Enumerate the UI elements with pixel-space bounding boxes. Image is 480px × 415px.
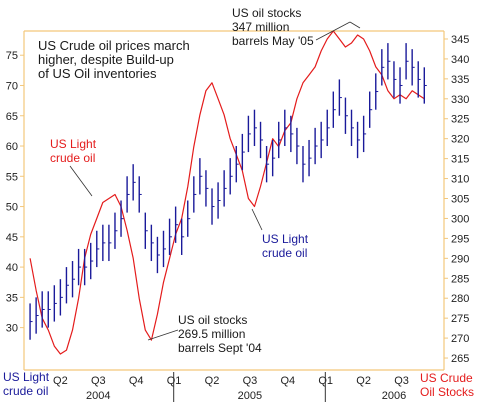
right-tick-label: 285: [451, 273, 469, 285]
annotation-stocks-may-2: 347 million: [232, 20, 289, 34]
annotation-stocks-sept-3: barrels Sept '04: [178, 341, 262, 355]
x-year-label: 2004: [86, 390, 110, 402]
left-tick-label: 45: [6, 232, 18, 244]
right-tick-label: 290: [451, 253, 469, 265]
left-axis-label-2: crude oil: [3, 384, 48, 398]
x-quarter-label: Q3: [91, 375, 106, 387]
annotation-stocks-may-1: US oil stocks: [232, 6, 301, 20]
x-year-label: 2006: [382, 390, 406, 402]
x-year-label: 2005: [238, 390, 262, 402]
x-axis-ticks: Q2Q3Q4Q1Q2Q3Q4Q1Q2Q3200420052006: [53, 372, 409, 402]
right-tick-label: 335: [451, 74, 469, 86]
x-quarter-label: Q2: [356, 375, 371, 387]
left-tick-label: 65: [6, 111, 18, 123]
right-tick-label: 315: [451, 154, 469, 166]
left-tick-label: 50: [6, 202, 18, 214]
axes: [23, 30, 445, 371]
right-tick-label: 320: [451, 134, 469, 146]
right-tick-label: 295: [451, 233, 469, 245]
annotation-light-red-2: crude oil: [50, 151, 95, 165]
left-tick-label: 55: [6, 171, 18, 183]
right-tick-label: 340: [451, 54, 469, 66]
right-tick-label: 345: [451, 34, 469, 46]
series-layer: [29, 30, 427, 355]
annotation-light-red-leader: [69, 165, 93, 197]
right-tick-label: 305: [451, 194, 469, 206]
chart-title-line-3: of US Oil inventories: [38, 66, 157, 81]
right-tick-label: 300: [451, 213, 469, 225]
annotation-light-blue-leader: [251, 208, 263, 231]
annotation-stocks-may-leader-2: [349, 21, 361, 29]
chart-title-line-1: US Crude oil prices march: [38, 38, 190, 53]
right-axis-label-2: Oil Stocks: [420, 385, 474, 399]
left-axis-ticks: 30 35 40 45 50 55 60 65 70 75: [6, 50, 24, 335]
left-tick-label: 35: [6, 292, 18, 304]
annotation-light-blue-1: US Light: [262, 232, 309, 246]
annotation-stocks-sept-1: US oil stocks: [178, 313, 247, 327]
right-tick-label: 325: [451, 114, 469, 126]
x-quarter-label: Q2: [205, 375, 220, 387]
x-quarter-label: Q4: [129, 375, 144, 387]
right-tick-label: 270: [451, 333, 469, 345]
x-quarter-label: Q4: [280, 375, 295, 387]
annotation-stocks-sept-leader: [147, 329, 179, 341]
crude-stocks-line: [29, 30, 425, 355]
annotation-light-blue-2: crude oil: [262, 246, 307, 260]
right-tick-label: 280: [451, 293, 469, 305]
left-tick-label: 40: [6, 262, 18, 274]
left-tick-label: 70: [6, 80, 18, 92]
x-quarter-label: Q3: [394, 375, 409, 387]
right-axis-ticks: 265 270 275 280 285 290 295 300 305 310 315 320 325 3…: [444, 34, 469, 365]
annotation-stocks-may-3: barrels May '05: [232, 34, 314, 48]
left-tick-label: 75: [6, 50, 18, 62]
right-tick-label: 275: [451, 313, 469, 325]
x-quarter-label: Q2: [53, 375, 68, 387]
left-axis-label-1: US Light: [3, 370, 50, 384]
right-tick-label: 265: [451, 353, 469, 365]
chart-title-line-2: higher, despite Build-up: [38, 52, 174, 67]
annotation-stocks-may-leader-1: [315, 21, 351, 41]
right-axis-label-1: US Crude: [420, 371, 473, 385]
left-tick-label: 60: [6, 141, 18, 153]
right-tick-label: 310: [451, 174, 469, 186]
annotation-light-red-1: US Light: [50, 137, 97, 151]
right-tick-label: 330: [451, 94, 469, 106]
x-quarter-label: Q3: [243, 375, 258, 387]
annotation-stocks-sept-2: 269.5 million: [178, 327, 245, 341]
left-tick-label: 30: [6, 323, 18, 335]
